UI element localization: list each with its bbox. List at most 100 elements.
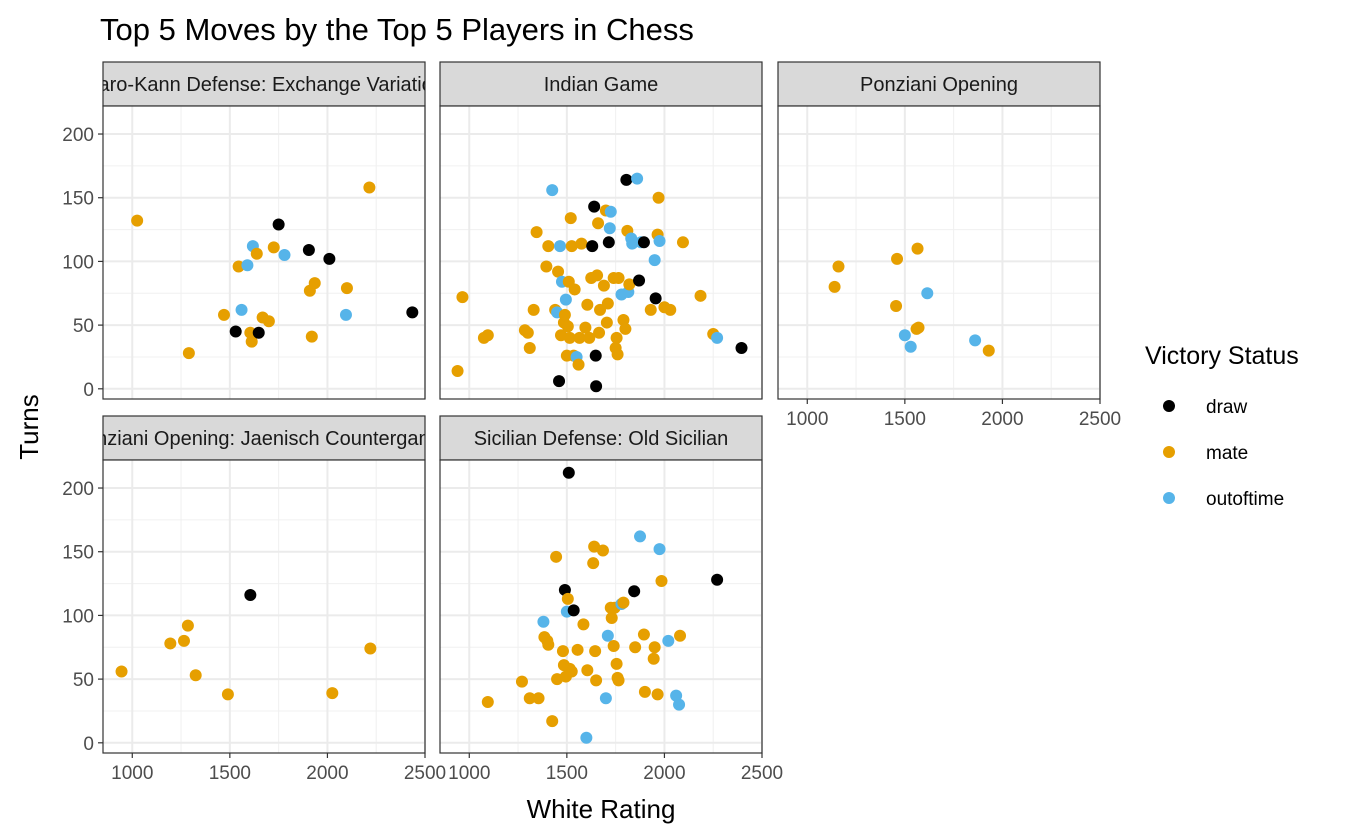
data-point-mate xyxy=(617,314,630,327)
data-point-mate xyxy=(530,226,543,239)
x-tick-label: 1000 xyxy=(111,763,153,784)
data-point-mate xyxy=(571,643,584,656)
data-point-mate xyxy=(564,212,577,225)
data-point-outoftime xyxy=(554,240,567,253)
panel-border xyxy=(777,105,1101,400)
data-point-mate xyxy=(456,291,469,304)
data-point-draw xyxy=(590,380,603,393)
data-point-outoftime xyxy=(580,731,593,744)
data-point-draw xyxy=(562,466,575,479)
data-point-mate xyxy=(619,322,632,335)
facet-strip-label: Indian Game xyxy=(544,74,659,96)
facet-panel: Ponziani Opening xyxy=(777,61,1101,400)
legend: Victory Status draw mate outoftime xyxy=(1145,342,1299,510)
panel-border xyxy=(102,459,426,754)
legend-label: mate xyxy=(1206,443,1248,464)
data-point-mate xyxy=(131,214,144,227)
axis-ticks: 0 50 100 150 200 1000 1500 2000 2500 0 50 100 150 200… xyxy=(62,125,1121,784)
data-point-mate xyxy=(651,688,664,701)
facet-panels: Caro-Kann Defense: Exchange Variation Ind… xyxy=(84,61,1101,754)
data-point-mate xyxy=(587,557,600,570)
data-point-draw xyxy=(649,292,662,305)
data-point-mate xyxy=(565,665,578,678)
y-axis-title: Turns xyxy=(14,394,44,460)
data-point-mate xyxy=(610,657,623,670)
data-point-mate xyxy=(676,236,689,249)
legend-key-mate xyxy=(1163,446,1175,458)
data-point-mate xyxy=(561,320,574,333)
data-point-draw xyxy=(620,173,633,186)
facet-strip-label: Caro-Kann Defense: Exchange Variation xyxy=(84,74,444,96)
data-point-mate xyxy=(221,688,234,701)
legend-label: outoftime xyxy=(1206,489,1284,510)
data-point-mate xyxy=(308,277,321,290)
data-point-draw xyxy=(553,375,566,388)
data-point-mate xyxy=(583,331,596,344)
data-point-mate xyxy=(565,240,578,253)
data-point-mate xyxy=(177,634,190,647)
data-point-mate xyxy=(523,342,536,355)
x-tick-label: 2000 xyxy=(643,763,685,784)
x-tick-label: 1500 xyxy=(546,763,588,784)
data-point-outoftime xyxy=(241,259,254,272)
data-point-mate xyxy=(267,241,280,254)
x-tick-label: 2000 xyxy=(981,409,1023,430)
data-point-mate xyxy=(552,265,565,278)
data-point-mate xyxy=(115,665,128,678)
data-point-outoftime xyxy=(653,543,666,556)
data-point-draw xyxy=(229,325,242,338)
data-point-outoftime xyxy=(631,172,644,185)
data-point-mate xyxy=(481,329,494,342)
data-point-mate xyxy=(629,641,642,654)
data-point-draw xyxy=(588,200,601,213)
data-point-outoftime xyxy=(673,698,686,711)
data-point-draw xyxy=(637,236,650,249)
data-point-mate xyxy=(597,279,610,292)
data-point-outoftime xyxy=(904,340,917,353)
data-point-mate xyxy=(561,592,574,605)
data-point-mate xyxy=(244,326,257,339)
data-point-mate xyxy=(828,280,841,293)
x-tick-label: 2500 xyxy=(404,763,446,784)
legend-key-outoftime xyxy=(1163,492,1175,504)
data-point-mate xyxy=(647,652,660,665)
data-point-mate xyxy=(590,674,603,687)
x-tick-label: 1000 xyxy=(786,409,828,430)
data-point-mate xyxy=(572,358,585,371)
data-point-mate xyxy=(542,638,555,651)
data-point-mate xyxy=(891,252,904,265)
x-axis-title: White Rating xyxy=(527,794,676,824)
facet-strip-label: Sicilian Defense: Old Sicilian xyxy=(474,428,729,450)
data-point-draw xyxy=(711,573,724,586)
data-point-mate xyxy=(568,283,581,296)
data-point-mate xyxy=(581,298,594,311)
data-point-mate xyxy=(617,596,630,609)
data-point-mate xyxy=(638,685,651,698)
data-point-mate xyxy=(542,240,555,253)
y-tick-label: 100 xyxy=(62,606,94,627)
facet-strip-label: Ponziani Opening xyxy=(860,74,1018,96)
data-point-mate xyxy=(540,260,553,273)
data-point-draw xyxy=(602,236,615,249)
data-point-mate xyxy=(982,344,995,357)
y-tick-label: 100 xyxy=(62,252,94,273)
data-point-mate xyxy=(611,348,624,361)
data-point-mate xyxy=(556,645,569,658)
data-point-mate xyxy=(181,619,194,632)
facet-strip xyxy=(102,415,426,461)
data-point-draw xyxy=(586,240,599,253)
data-point-mate xyxy=(245,335,258,348)
data-point-outoftime xyxy=(601,629,614,642)
data-point-mate xyxy=(250,247,263,260)
x-tick-label: 1000 xyxy=(448,763,490,784)
facet-strip xyxy=(777,61,1101,107)
data-point-outoftime xyxy=(648,254,661,267)
facet-strip xyxy=(439,415,763,461)
data-point-mate xyxy=(612,674,625,687)
x-tick-label: 1500 xyxy=(884,409,926,430)
data-point-mate xyxy=(648,641,661,654)
panel-border xyxy=(102,105,426,400)
data-point-mate xyxy=(592,217,605,230)
data-point-draw xyxy=(302,243,315,256)
